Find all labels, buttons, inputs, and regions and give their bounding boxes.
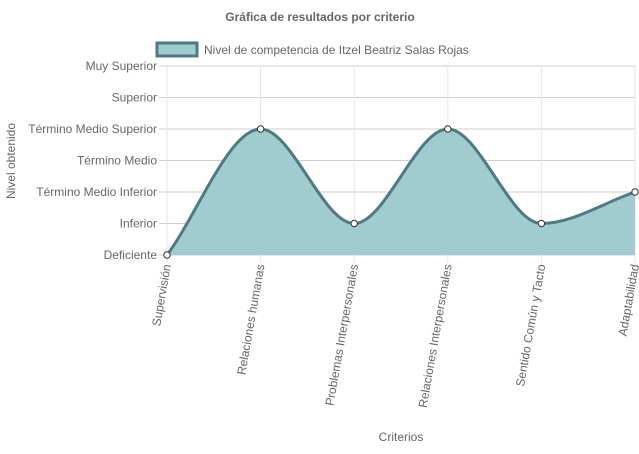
y-tick-label: Deficiente — [104, 248, 158, 262]
y-axis-title: Nivel obtenido — [4, 123, 18, 199]
data-point — [537, 219, 546, 228]
x-tick-label: Problemas Interpersonales — [322, 263, 361, 407]
y-tick-label: Inferior — [120, 217, 157, 231]
chart-title: Gráfica de resultados por criterio — [225, 10, 414, 24]
legend[interactable]: Nivel de competencia de Itzel Beatriz Sa… — [155, 41, 469, 58]
data-point — [444, 125, 452, 133]
x-tick-label: Relaciones humanas — [234, 263, 267, 376]
x-tick-label: Supervisión — [149, 263, 174, 327]
x-tick-label: Relaciones Interpersonales — [416, 263, 455, 409]
x-tick-label: Adaptabilidad — [616, 263, 639, 337]
data-point — [163, 251, 171, 259]
legend-label: Nivel de competencia de Itzel Beatriz Sa… — [204, 43, 469, 57]
data-point — [350, 219, 358, 228]
y-tick-label: Término Medio — [77, 154, 157, 168]
x-tick-label: Sentido Común y Tacto — [513, 263, 548, 388]
data-point — [631, 188, 639, 196]
y-tick-label: Superior — [112, 91, 157, 105]
y-tick-label: Término Medio Inferior — [36, 185, 157, 199]
data-point — [256, 125, 265, 133]
data-points — [163, 125, 639, 259]
x-axis-ticks: Supervisión Relaciones humanas Problemas I… — [149, 263, 639, 409]
series-area-fill — [167, 129, 635, 255]
y-tick-label: Término Medio Superior — [28, 122, 157, 136]
x-axis-title: Criterios — [379, 430, 424, 444]
legend-swatch — [155, 41, 199, 58]
y-axis-ticks: Deficiente Inferior Término Medio Inferior… — [28, 59, 157, 262]
y-tick-label: Muy Superior — [86, 59, 157, 73]
